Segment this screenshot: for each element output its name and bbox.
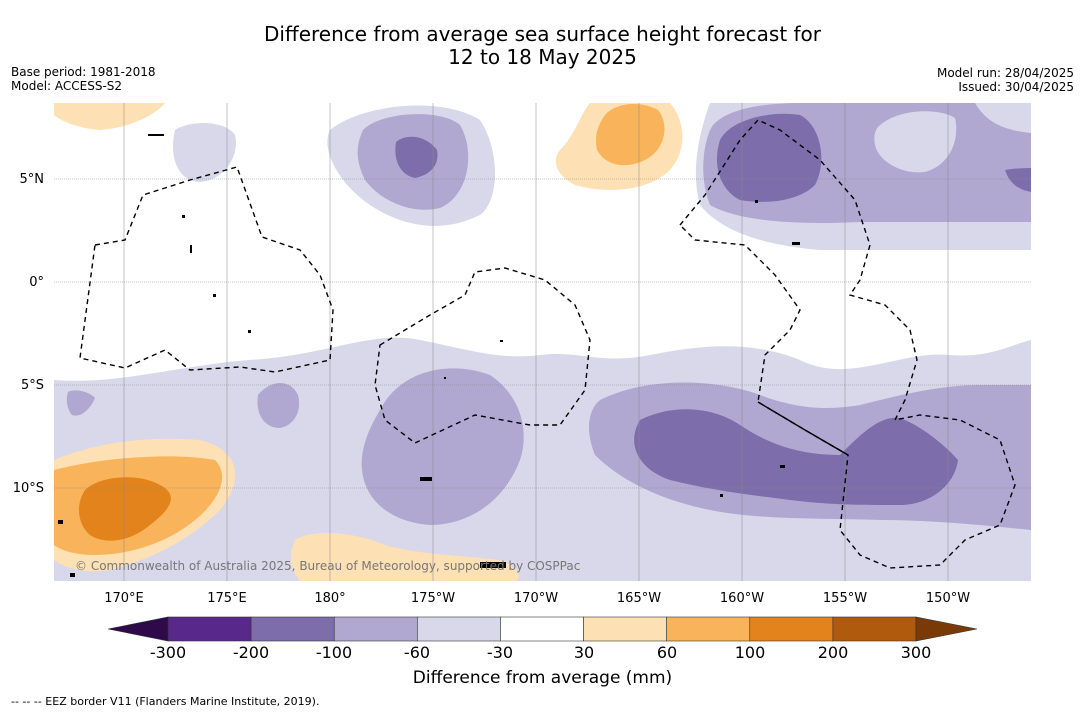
lon-axis: 170°E 175°E 180° 175°W 170°W 165°W 160°W… bbox=[104, 591, 970, 606]
base-period: Base period: 1981-2018 bbox=[11, 65, 156, 79]
map-plot-area: © Commonwealth of Australia 2025, Bureau… bbox=[54, 103, 1031, 581]
lon-label: 155°W bbox=[823, 591, 867, 606]
meta-right: Model run: 28/04/2025 Issued: 30/04/2025 bbox=[937, 66, 1074, 94]
lat-axis: 5°N 0° 5°S 10°S bbox=[13, 172, 44, 496]
colorbar-tick: -60 bbox=[404, 643, 430, 662]
colorbar-tick: -100 bbox=[316, 643, 352, 662]
colorbar-segment bbox=[500, 616, 584, 642]
lon-label: 180° bbox=[314, 591, 345, 606]
colorbar-tick: 300 bbox=[901, 643, 932, 662]
colorbar-segment bbox=[167, 616, 252, 642]
eez-borders bbox=[79, 119, 1016, 569]
model-name: Model: ACCESS-S2 bbox=[11, 79, 123, 93]
lon-label: 160°W bbox=[720, 591, 764, 606]
colorbar-tick: -200 bbox=[233, 643, 269, 662]
eez-footnote: -- -- -- EEZ border V11 (Flanders Marine… bbox=[11, 695, 320, 708]
colorbar-segment bbox=[250, 616, 335, 642]
contour-inner-neg30b bbox=[975, 103, 1031, 133]
colorbar-tick: -30 bbox=[487, 643, 513, 662]
lon-label: 175°W bbox=[411, 591, 455, 606]
colorbar-segment bbox=[832, 616, 917, 642]
colorbar-segment bbox=[417, 616, 501, 642]
lon-label: 170°W bbox=[514, 591, 558, 606]
lat-label: 5°S bbox=[21, 378, 44, 393]
contour-inner-neg30 bbox=[874, 111, 957, 173]
colorbar-segment bbox=[333, 616, 418, 642]
colorbar-tick: -300 bbox=[150, 643, 186, 662]
copyright-notice: © Commonwealth of Australia 2025, Bureau… bbox=[75, 559, 580, 573]
colorbar-segment bbox=[666, 616, 751, 642]
lon-label: 175°E bbox=[207, 591, 247, 606]
colorbar-label: Difference from average (mm) bbox=[412, 668, 673, 688]
map-title-line2: 12 to 18 May 2025 bbox=[448, 45, 637, 69]
colorbar-tick: 100 bbox=[735, 643, 766, 662]
graticule bbox=[54, 103, 1031, 581]
lon-label: 150°W bbox=[926, 591, 970, 606]
lat-label: 0° bbox=[29, 275, 44, 290]
lat-label: 5°N bbox=[20, 172, 45, 187]
colorbar-under-arrow bbox=[107, 616, 169, 642]
colorbar-tick: 30 bbox=[574, 643, 594, 662]
colorbar bbox=[107, 616, 978, 642]
contour-pos100 bbox=[78, 477, 171, 541]
colorbar-segment bbox=[749, 616, 834, 642]
colorbar-tick: 60 bbox=[657, 643, 677, 662]
map-title-line1: Difference from average sea surface heig… bbox=[263, 22, 822, 46]
issued-date: Issued: 30/04/2025 bbox=[958, 80, 1074, 94]
eez-solid-border bbox=[757, 401, 849, 456]
meta-left: Base period: 1981-2018 Model: ACCESS-S2 bbox=[11, 65, 156, 93]
lat-label: 10°S bbox=[13, 481, 44, 496]
colorbar-tick: 200 bbox=[818, 643, 849, 662]
lon-label: 170°E bbox=[104, 591, 144, 606]
islands bbox=[58, 134, 800, 577]
lon-label: 165°W bbox=[617, 591, 661, 606]
colorbar-ticks: -300 -200 -100 -60 -30 30 60 100 200 300 bbox=[150, 643, 931, 662]
model-run: Model run: 28/04/2025 bbox=[936, 66, 1074, 80]
colorbar-over-arrow bbox=[915, 616, 978, 642]
contour-neg100 bbox=[395, 113, 1031, 505]
colorbar-segment bbox=[583, 616, 667, 642]
